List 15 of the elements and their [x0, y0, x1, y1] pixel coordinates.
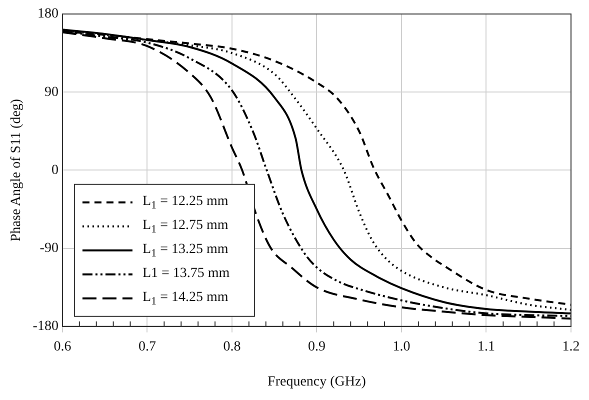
x-tick-label: 1.0: [392, 339, 410, 354]
y-tick-label: -90: [40, 240, 58, 256]
y-tick-label: -180: [32, 319, 58, 334]
y-tick-label: 90: [44, 84, 58, 100]
x-axis-title: Frequency (GHz): [268, 374, 366, 390]
x-tick-label: 1.2: [562, 339, 580, 354]
y-axis-title: Phase Angle of S11 (deg): [9, 98, 24, 242]
x-tick-label: 0.7: [138, 339, 156, 354]
x-tick-label: 1.1: [477, 339, 495, 354]
legend-label: L1 = 13.75 mm: [142, 266, 230, 282]
y-tick-label: 0: [51, 162, 58, 178]
x-tick-label: 0.6: [54, 339, 72, 354]
x-tick-label: 0.8: [223, 339, 241, 354]
x-tick-label: 0.9: [308, 339, 326, 354]
y-tick-label: 180: [37, 6, 58, 22]
